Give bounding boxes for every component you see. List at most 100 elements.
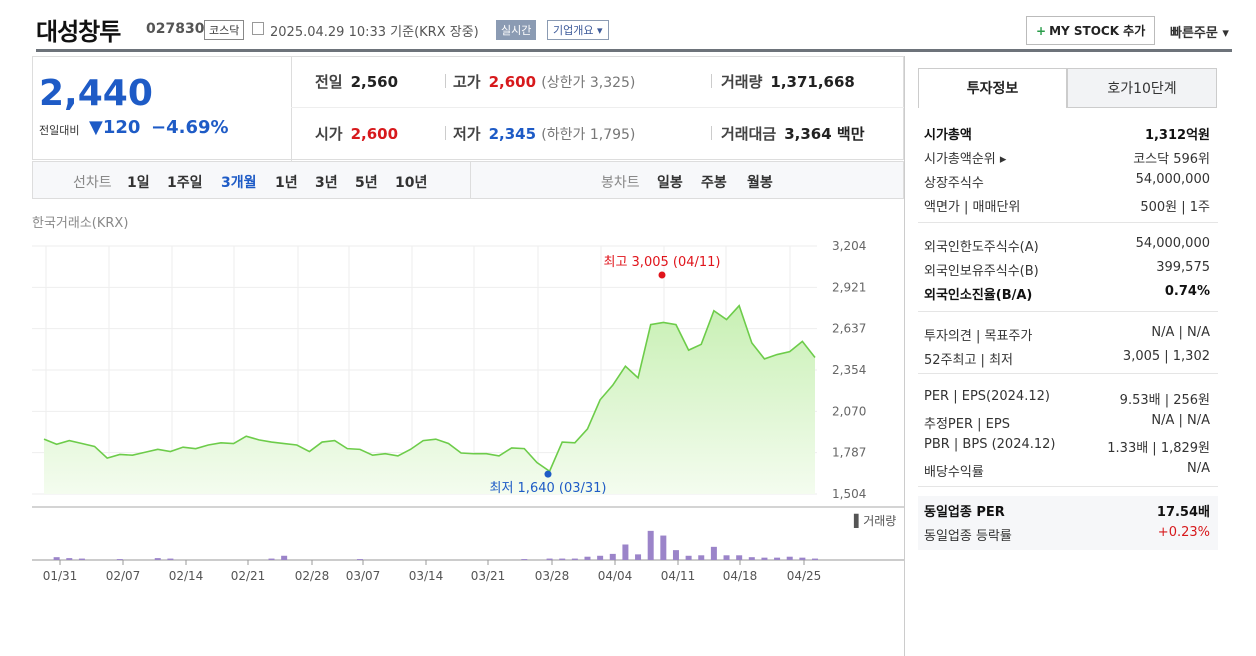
x-tick-label: 03/28 [535,569,570,583]
info-row: PER | EPS(2024.12) 9.53배 | 256원 [924,389,1210,409]
min-label: 최저 1,640 (03/31) [489,481,606,496]
y-tick-label: 1,504 [832,487,866,501]
tab-daily[interactable]: 일봉 [657,175,683,191]
info-label: 시가총액 [924,128,972,143]
divider [291,107,905,108]
trade-amount: 거래대금 3,364 백만 [721,125,865,143]
x-tick-label: 02/21 [231,569,266,583]
y-tick-label: 3,204 [832,239,866,253]
chart-period-tabs: 선차트 1일 1주일 3개월 1년 3년 5년 10년 봉차트 일봉 주봉 월봉 [32,161,904,199]
volume-bar [647,530,654,560]
volume-bar [660,535,667,560]
volume-bar [786,556,793,560]
volume-bar [723,555,730,560]
volume-bar [748,557,755,560]
price-chart-svg: 3,204 2,921 2,637 2,354 2,070 1,787 1,504 최고 3,… [32,239,904,583]
info-label: 외국인소진율(B/A) [924,288,1033,303]
tab-5y[interactable]: 5년 [355,175,378,191]
info-label: 동일업종 등락률 [924,529,1012,544]
tab-1d[interactable]: 1일 [127,175,150,191]
info-row: 52주최고 | 최저 3,005 | 1,302 [924,349,1210,369]
data-source: 한국거래소(KRX) [32,216,129,231]
info-row: 추정PER | EPS N/A | N/A [924,413,1210,433]
info-value: +0.23% [1157,525,1210,540]
min-marker [544,470,552,478]
company-overview-dropdown[interactable]: 기업개요 ▾ [547,20,609,40]
volume-bar [116,559,123,560]
section-divider [918,373,1218,374]
info-value: 500원 | 1주 [1140,200,1210,215]
x-tick-label: 04/18 [723,569,758,583]
open-price: 시가 2,600 [315,125,399,143]
volume-bar [154,558,161,560]
section-divider [918,222,1218,223]
info-label: 추정PER | EPS [924,417,1010,432]
x-tick-label: 02/14 [169,569,204,583]
divider [291,57,292,161]
price-change: ▼120 [89,117,141,138]
current-price: 2,440 [39,73,153,114]
tab-10y[interactable]: 10년 [395,175,428,191]
industry-section-bg [918,496,1218,550]
x-tick-label: 03/14 [409,569,444,583]
tab-1y[interactable]: 1년 [275,175,298,191]
tab-1w[interactable]: 1주일 [167,175,203,191]
info-label: 외국인한도주식수(A) [924,240,1039,255]
info-row: 시가총액 1,312억원 [924,124,1210,144]
info-value: 17.54배 [1156,505,1210,520]
info-label: 상장주식수 [924,176,984,191]
volume-bar [281,555,288,560]
volume-bar [268,558,275,560]
separator [711,126,712,140]
info-value: 코스닥 596위 [1133,152,1210,167]
stock-header: 대성창투 027830 코스닥 2025.04.29 10:33 기준(KRX … [36,8,1232,52]
quick-order-button[interactable]: 빠른주문 ▾ [1170,26,1229,41]
volume-bar [774,557,781,560]
volume-bar [812,558,818,560]
info-label: 외국인보유주식수(B) [924,264,1039,279]
tab-monthly[interactable]: 월봉 [747,175,773,191]
price-line [43,304,816,473]
price-chart: 3,204 2,921 2,637 2,354 2,070 1,787 1,504 최고 3,… [32,230,904,590]
info-value: 9.53배 | 256원 [1119,393,1210,408]
info-value: 0.74% [1164,284,1210,299]
plus-icon: + [1036,24,1047,38]
tab-orderbook[interactable]: 호가10단계 [1067,68,1217,108]
tab-3y[interactable]: 3년 [315,175,338,191]
calendar-icon [252,22,264,35]
stock-code: 027830 [146,21,205,37]
info-label: 투자의견 | 목표주가 [924,329,1033,344]
low-price: 저가 2,345 (하한가 1,795) [453,125,636,143]
info-value: 54,000,000 [1135,172,1210,187]
section-divider [918,311,1218,312]
x-tick-label: 02/07 [106,569,141,583]
volume-bar [622,544,629,560]
max-label: 최고 3,005 (04/11) [603,255,720,270]
info-value: 1.33배 | 1,829원 [1107,441,1210,456]
tab-3m[interactable]: 3개월 [221,175,257,191]
volume: 거래량 1,371,668 [721,73,855,91]
tab-investment-info[interactable]: 투자정보 [918,68,1067,108]
price-area [44,305,815,494]
volume-bar [761,557,768,560]
separator [711,74,712,88]
realtime-button[interactable]: 실시간 [496,20,537,40]
info-value: N/A | N/A [1151,325,1210,340]
info-label: 동일업종 PER [924,505,1005,520]
info-row: 동일업종 등락률 +0.23% [924,525,1210,545]
volume-bar [710,546,717,560]
prev-close: 전일 2,560 [315,73,399,91]
volume-bar [698,555,705,560]
separator [445,126,446,140]
quote-time: 2025.04.29 10:33 기준(KRX 장중) [270,25,479,40]
x-tick-label: 01/31 [43,569,78,583]
volume-bar [78,558,85,560]
volume-bar [609,553,616,560]
volume-bar [53,557,60,560]
tab-weekly[interactable]: 주봉 [701,175,727,191]
volume-bar [356,559,363,560]
volume-legend: ▌거래량 [853,513,896,528]
diff-label: 전일대비 [39,124,80,137]
add-mystock-button[interactable]: + MY STOCK 추가 [1026,16,1156,45]
info-row: 시가총액순위 ▸ 코스닥 596위 [924,148,1210,168]
